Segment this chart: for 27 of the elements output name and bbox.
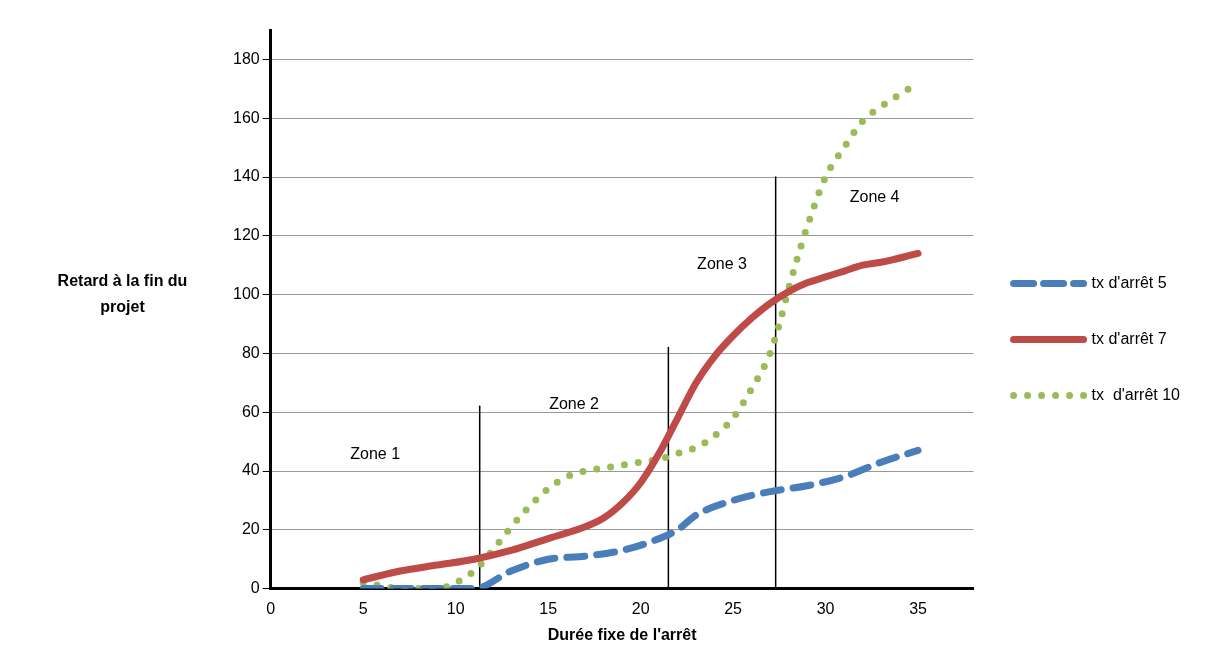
x-tick-label: 30	[816, 599, 835, 617]
x-tick-label: 15	[539, 599, 558, 617]
y-tick-label: 60	[241, 402, 260, 420]
annotation: Zone 1	[350, 444, 401, 462]
y-tick-label: 120	[232, 226, 260, 244]
y-tick-label: 180	[232, 49, 260, 67]
x-axis-title: Durée fixe de l'arrêt	[547, 625, 698, 643]
y-axis-title: Retard à la fin du projet	[56, 271, 189, 317]
x-tick-label: 5	[358, 599, 368, 617]
x-tick-label: 35	[909, 599, 928, 617]
x-tick-label: 10	[446, 599, 465, 617]
y-tick-label: 100	[232, 285, 260, 303]
legend-label: tx d'arrêt 5	[1091, 273, 1167, 291]
x-tick-label: 20	[631, 599, 650, 617]
y-tick-label: 40	[241, 461, 260, 479]
x-tick-label: 25	[724, 599, 743, 617]
x-tick-label: 0	[266, 599, 276, 617]
y-tick-label: 20	[241, 520, 260, 538]
legend-label: tx d'arrêt 10	[1091, 385, 1181, 403]
annotation: Zone 3	[697, 255, 748, 273]
y-tick-label: 140	[232, 167, 260, 185]
y-tick-label: 0	[250, 579, 260, 597]
annotation: Zone 4	[849, 187, 900, 205]
legend-label: tx d'arrêt 7	[1091, 329, 1167, 347]
y-tick-label: 160	[232, 108, 260, 126]
y-tick-label: 80	[241, 343, 260, 361]
annotation: Zone 2	[549, 394, 600, 412]
